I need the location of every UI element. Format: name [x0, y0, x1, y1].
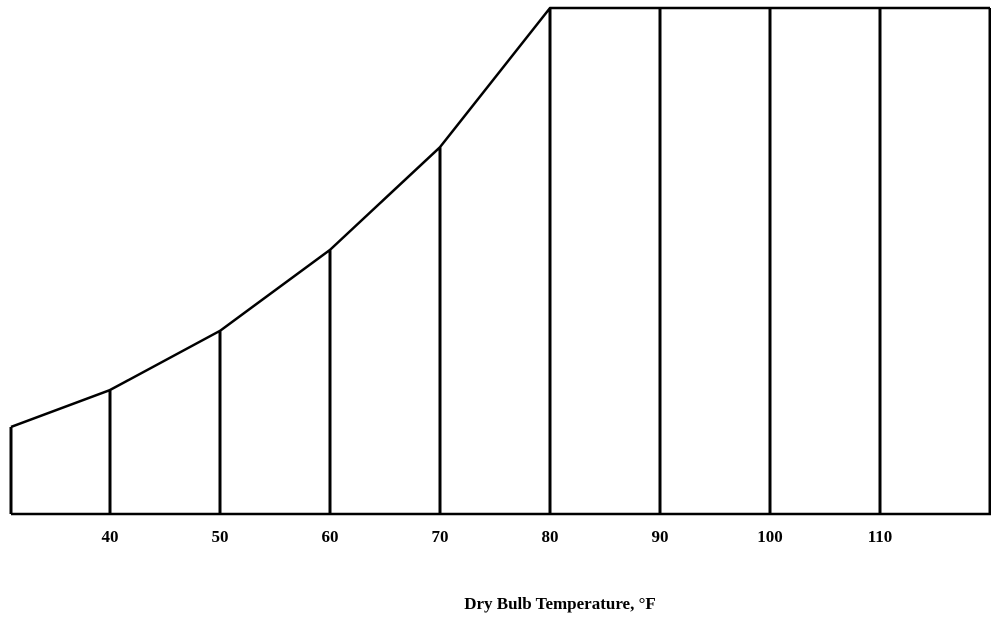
x-tick-label: 100 [757, 527, 783, 546]
x-tick-label: 40 [102, 527, 119, 546]
x-tick-label: 60 [322, 527, 339, 546]
x-tick-label: 80 [542, 527, 559, 546]
x-tick-label: 70 [432, 527, 449, 546]
x-tick-label: 90 [652, 527, 669, 546]
x-tick-label: 50 [212, 527, 229, 546]
curve [10, 6, 990, 429]
x-tick-label: 110 [868, 527, 893, 546]
x-axis-label: Dry Bulb Temperature, °F [464, 594, 656, 613]
